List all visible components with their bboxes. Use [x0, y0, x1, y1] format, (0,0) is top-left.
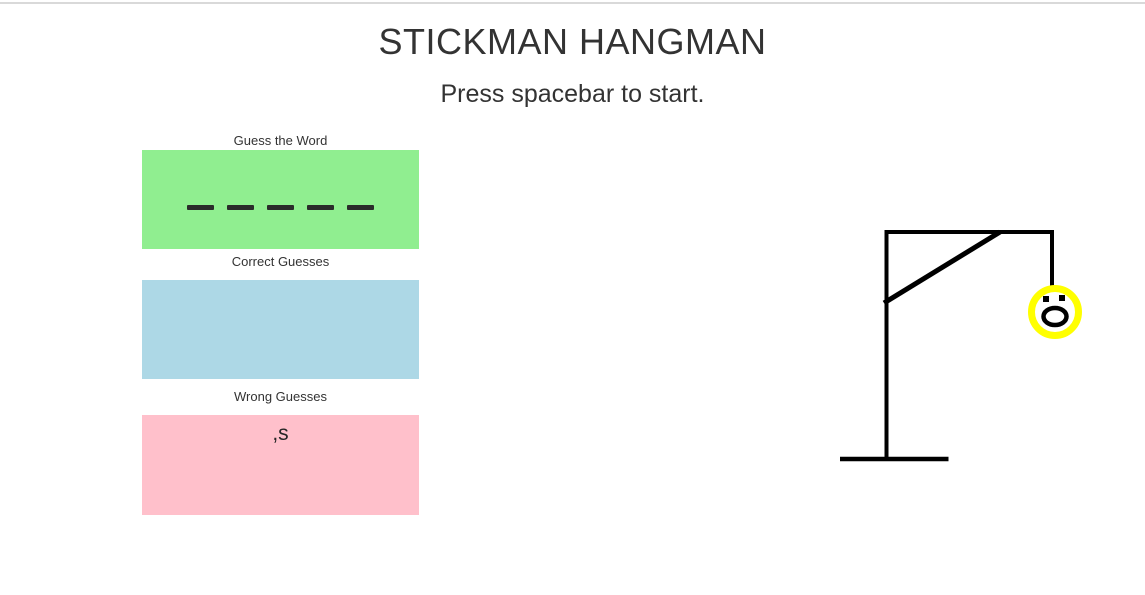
correct-guesses-label: Correct Guesses — [231, 254, 330, 269]
masked-letter-dash — [187, 205, 214, 210]
guess-word-panel — [142, 150, 419, 249]
gallows-brace — [882, 229, 1002, 306]
correct-guesses-panel — [142, 280, 419, 379]
wrong-guesses-label: Wrong Guesses — [234, 389, 327, 404]
guess-word-label: Guess the Word — [233, 133, 328, 148]
masked-letter-dash — [267, 205, 294, 210]
top-border-line — [0, 2, 1145, 4]
correct-guesses-text — [142, 280, 419, 287]
wrong-guesses-text: ,s — [272, 422, 289, 445]
masked-letter-dash — [347, 205, 374, 210]
masked-word — [142, 205, 419, 210]
wrong-guesses-panel: ,s — [142, 415, 419, 515]
hangman-drawing — [840, 229, 1082, 462]
right-eye-icon — [1059, 295, 1065, 301]
page-subtitle: Press spacebar to start. — [440, 80, 705, 108]
page-title: STICKMAN HANGMAN — [378, 21, 767, 62]
masked-letter-dash — [307, 205, 334, 210]
mouth-icon — [1041, 305, 1069, 328]
left-eye-icon — [1043, 296, 1049, 302]
masked-letter-dash — [227, 205, 254, 210]
